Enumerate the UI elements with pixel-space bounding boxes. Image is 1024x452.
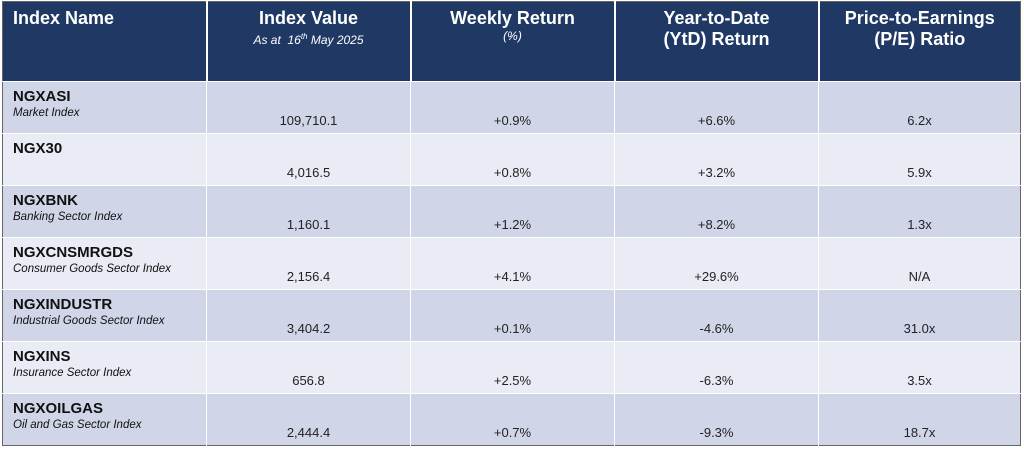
index-performance-table: Index Name Index Value As at 16th May 20… [2,1,1021,446]
index-code: NGXINS [13,348,71,365]
header-index-name: Index Name [2,1,207,82]
header-ytd-return: Year-to-Date (YtD) Return [613,1,819,82]
index-description: Banking Sector Index [13,211,123,223]
header-index-value: Index Value As at 16th May 2025 [205,1,411,82]
table-row: NGXBNK Banking Sector Index 1,160.1 +1.2% +8… [2,185,1021,238]
header-pe-ratio: Price-to-Earnings (P/E) Ratio [817,1,1021,82]
cell-ytd-return: +29.6% [614,237,819,290]
cell-index-value: 1,160.1 [206,185,411,238]
index-code: NGXASI [13,88,71,105]
cell-ytd-return: +3.2% [614,133,819,186]
cell-weekly-return-text: +1.2% [493,217,532,232]
cell-ytd-return-text: -9.3% [699,425,734,440]
cell-ytd-return-text: +3.2% [697,165,736,180]
cell-weekly-return-text: +0.8% [493,165,532,180]
cell-weekly-return: +0.1% [410,289,615,342]
cell-index-name: NGXOILGAS Oil and Gas Sector Index [2,393,207,446]
cell-weekly-return: +4.1% [410,237,615,290]
cell-ytd-return-text: +29.6% [694,269,739,284]
index-description: Insurance Sector Index [13,367,132,379]
cell-ytd-return-text: +6.6% [697,113,736,128]
cell-ytd-return-text: -4.6% [699,321,734,336]
index-code: NGXINDUSTR [13,296,113,313]
cell-ytd-return: +8.2% [614,185,819,238]
cell-pe-ratio: 18.7x [818,393,1021,446]
index-description: Oil and Gas Sector Index [13,419,142,431]
index-code: NGXBNK [13,192,79,209]
cell-index-value-text: 2,444.4 [286,425,331,440]
cell-weekly-return: +1.2% [410,185,615,238]
cell-index-name: NGXBNK Banking Sector Index [2,185,207,238]
cell-index-name: NGXASI Market Index [2,81,207,134]
cell-index-name: NGX30 [2,133,207,186]
cell-index-value: 2,156.4 [206,237,411,290]
cell-ytd-return: -4.6% [614,289,819,342]
cell-pe-ratio: 6.2x [818,81,1021,134]
cell-ytd-return: -9.3% [614,393,819,446]
cell-pe-ratio-text: 31.0x [903,321,936,336]
cell-ytd-return-text: +8.2% [697,217,736,232]
table-body: NGXASI Market Index 109,710.1 +0.9% +6.6% 6.2… [2,81,1021,446]
cell-index-value: 109,710.1 [206,81,411,134]
cell-index-value-text: 1,160.1 [286,217,331,232]
cell-index-value: 3,404.2 [206,289,411,342]
cell-pe-ratio: N/A [818,237,1021,290]
cell-index-name: NGXCNSMRGDS Consumer Goods Sector Index [2,237,207,290]
cell-index-name: NGXINDUSTR Industrial Goods Sector Index [2,289,207,342]
index-code: NGXOILGAS [13,400,104,417]
cell-pe-ratio: 31.0x [818,289,1021,342]
cell-index-name: NGXINS Insurance Sector Index [2,341,207,394]
cell-pe-ratio: 3.5x [818,341,1021,394]
cell-pe-ratio-text: 3.5x [907,373,932,388]
cell-weekly-return: +0.8% [410,133,615,186]
header-weekly-return: Weekly Return (%) [409,1,615,82]
cell-index-value: 2,444.4 [206,393,411,446]
index-description: Consumer Goods Sector Index [13,263,171,275]
cell-index-value-text: 109,710.1 [279,113,338,128]
cell-pe-ratio: 1.3x [818,185,1021,238]
cell-ytd-return: +6.6% [614,81,819,134]
table-header: Index Name Index Value As at 16th May 20… [2,1,1021,82]
index-description: Industrial Goods Sector Index [13,315,165,327]
table-row: NGXCNSMRGDS Consumer Goods Sector Index 2,… [2,237,1021,290]
table-row: NGXASI Market Index 109,710.1 +0.9% +6.6% 6.2… [2,81,1021,134]
cell-weekly-return-text: +2.5% [493,373,532,388]
cell-pe-ratio-text: 1.3x [907,217,932,232]
index-code: NGX30 [13,140,63,157]
cell-index-value-text: 2,156.4 [286,269,331,284]
cell-index-value: 4,016.5 [206,133,411,186]
cell-pe-ratio-text: 18.7x [903,425,936,440]
table-row: NGX30 4,016.5 +0.8% +3.2% 5.9x [2,133,1021,186]
header-index-value-date: As at 16th May 2025 [253,32,364,47]
cell-index-value-text: 4,016.5 [286,165,331,180]
cell-weekly-return-text: +0.7% [493,425,532,440]
cell-pe-ratio: 5.9x [818,133,1021,186]
cell-weekly-return: +0.9% [410,81,615,134]
cell-index-value-text: 656.8 [292,373,325,388]
cell-pe-ratio-text: N/A [908,269,931,284]
cell-ytd-return: -6.3% [614,341,819,394]
cell-weekly-return-text: +0.9% [493,113,532,128]
cell-index-value-text: 3,404.2 [286,321,331,336]
cell-weekly-return: +0.7% [410,393,615,446]
header-row: Index Name Index Value As at 16th May 20… [2,1,1021,82]
cell-pe-ratio-text: 5.9x [907,165,932,180]
cell-index-value: 656.8 [206,341,411,394]
index-description: Market Index [13,107,80,119]
index-performance-table-frame: Index Name Index Value As at 16th May 20… [2,1,1021,446]
cell-weekly-return-text: +0.1% [493,321,532,336]
table-row: NGXINS Insurance Sector Index 656.8 +2.5% -6… [2,341,1021,394]
cell-weekly-return-text: +4.1% [493,269,532,284]
cell-weekly-return: +2.5% [410,341,615,394]
table-row: NGXINDUSTR Industrial Goods Sector Index 3… [2,289,1021,342]
table-row: NGXOILGAS Oil and Gas Sector Index 2,444.4… [2,393,1021,446]
cell-ytd-return-text: -6.3% [699,373,734,388]
cell-pe-ratio-text: 6.2x [907,113,932,128]
index-code: NGXCNSMRGDS [13,244,134,261]
